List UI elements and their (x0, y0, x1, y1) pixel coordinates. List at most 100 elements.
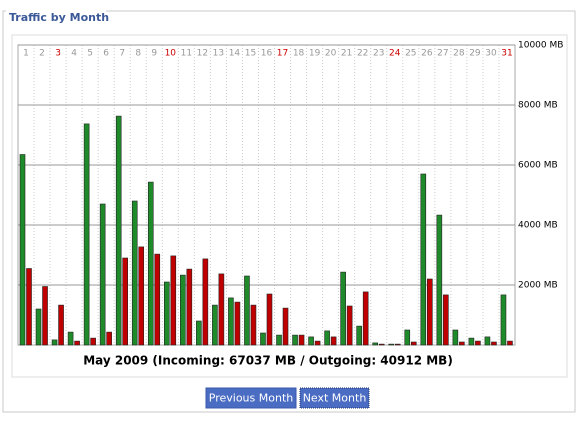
bar (228, 297, 234, 346)
bar (491, 341, 497, 346)
bar (362, 291, 369, 346)
button-label[interactable]: Previous Month (209, 392, 293, 405)
bar (67, 331, 74, 346)
bar (452, 329, 459, 346)
bar (378, 343, 385, 346)
y-tick-label: 4000 MB (518, 221, 558, 231)
bar (244, 275, 250, 346)
bar (99, 203, 106, 346)
next-button[interactable]: Next Month (299, 387, 370, 409)
bar (443, 294, 449, 346)
bar (266, 293, 273, 346)
bar (394, 343, 401, 346)
bar (372, 342, 379, 346)
x-tick-label: 24 (389, 49, 401, 59)
bar (250, 304, 257, 346)
button-label[interactable]: Next Month (303, 392, 367, 405)
x-tick-label: 2 (39, 49, 45, 59)
x-tick-label: 23 (373, 49, 384, 59)
bar (90, 337, 96, 346)
bar (308, 336, 314, 346)
x-tick-label: 10 (165, 49, 177, 59)
x-tick-label: 25 (405, 49, 416, 59)
bar (19, 154, 26, 346)
x-tick-label: 3 (55, 49, 61, 59)
x-tick-label: 12 (197, 49, 208, 59)
bar (404, 329, 411, 346)
bar (484, 336, 491, 346)
bar (58, 304, 64, 346)
bar (298, 334, 305, 346)
x-tick-label: 6 (103, 49, 109, 59)
y-tick-label: 8000 MB (518, 101, 558, 111)
bar (459, 341, 465, 346)
x-tick-label: 7 (119, 49, 125, 59)
y-tick-label: 2000 MB (518, 281, 558, 291)
bar (475, 340, 481, 346)
previous-button[interactable]: Previous Month (205, 387, 297, 409)
x-tick-label: 9 (151, 49, 157, 59)
bar (26, 268, 32, 346)
bar (42, 286, 48, 346)
bar (330, 336, 337, 346)
x-tick-label: 5 (87, 49, 93, 59)
bar (356, 325, 362, 346)
legend-gap (6, 10, 106, 14)
bar (186, 268, 193, 346)
x-tick-label: 11 (181, 49, 192, 59)
x-tick-label: 17 (277, 49, 288, 59)
bar (154, 253, 161, 346)
bar (122, 257, 128, 346)
bar (314, 340, 321, 346)
bar (234, 301, 241, 346)
x-tick-label: 29 (469, 49, 481, 59)
bar (410, 341, 417, 346)
x-tick-label: 21 (341, 49, 352, 59)
bar (276, 334, 282, 346)
summary: May 2009 (Incoming: 67037 MB / Outgoing:… (83, 354, 453, 368)
bar (51, 339, 58, 346)
x-tick-label: 27 (437, 49, 448, 59)
bar (83, 123, 90, 346)
bar (163, 281, 170, 346)
bar (340, 271, 346, 346)
bar (436, 214, 443, 346)
bar (260, 332, 266, 346)
x-tick-label: 28 (453, 49, 465, 59)
bar (420, 173, 427, 346)
bar (202, 258, 209, 346)
x-tick-label: 22 (357, 49, 368, 59)
bar (35, 308, 42, 346)
x-tick-label: 20 (325, 49, 337, 59)
x-tick-label: 4 (71, 49, 77, 59)
bar (218, 273, 225, 346)
bar (147, 181, 154, 346)
chart-title: Traffic by Month (9, 11, 109, 24)
bar (500, 294, 507, 346)
bar (106, 331, 112, 346)
x-tick-label: 26 (421, 49, 433, 59)
bar (282, 307, 289, 346)
bar (324, 330, 330, 346)
button-bg[interactable] (205, 387, 297, 409)
bar (212, 304, 218, 346)
bar (346, 305, 353, 346)
x-tick-label: 14 (229, 49, 241, 59)
x-tick-label: 19 (309, 49, 321, 59)
bar (468, 337, 475, 346)
bar (74, 340, 80, 346)
bar (115, 115, 122, 346)
bar (180, 274, 186, 346)
button-bg[interactable] (299, 387, 370, 409)
bar (292, 334, 298, 346)
x-tick-label: 15 (245, 49, 256, 59)
bar (131, 200, 138, 346)
bar (196, 320, 202, 346)
bar (507, 340, 513, 346)
y-tick-label: 10000 MB (518, 41, 563, 51)
x-tick-label: 8 (135, 49, 141, 59)
bar (138, 246, 145, 346)
bar (427, 278, 433, 346)
bar (388, 343, 395, 346)
